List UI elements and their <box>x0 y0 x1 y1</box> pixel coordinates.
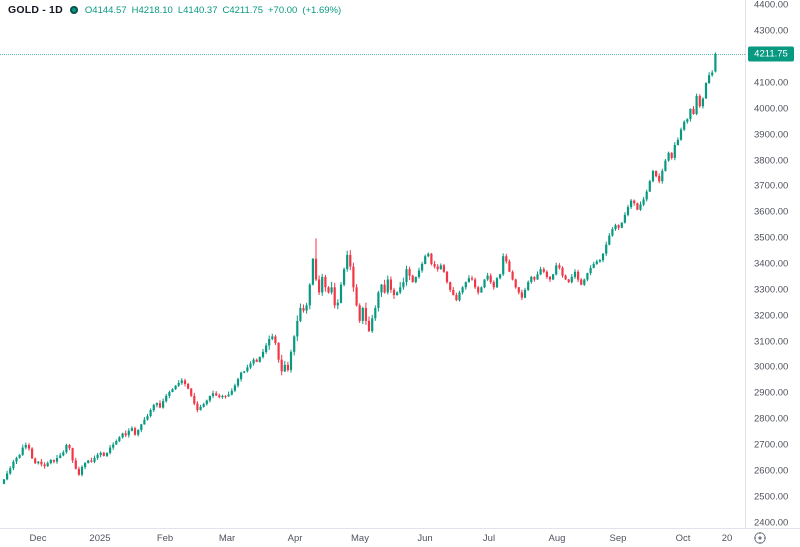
time-axis-label: Apr <box>287 533 303 544</box>
price-axis-label: 3300.00 <box>754 284 789 296</box>
price-axis-label: 3600.00 <box>754 206 789 218</box>
time-axis-label: Mar <box>218 533 236 544</box>
symbol-legend[interactable]: GOLD - 1D O4144.57 H4218.10 L4140.37 C42… <box>8 4 341 16</box>
ohlc-values: O4144.57 H4218.10 L4140.37 C4211.75 +70.… <box>85 5 341 16</box>
price-axis-label: 4100.00 <box>754 77 789 89</box>
ohlc-open: O4144.57 <box>85 5 127 16</box>
price-axis-label: 2900.00 <box>754 387 789 399</box>
price-axis-label: 3500.00 <box>754 232 789 244</box>
time-axis[interactable]: Dec 2025 Feb Mar Apr May Jun Jul Aug Sep Oct 20 <box>0 528 800 547</box>
time-axis-label: Aug <box>548 533 566 544</box>
price-axis[interactable]: 4211.75 4400.004300.004200.004100.004000… <box>745 0 800 528</box>
low-label: L <box>177 4 184 16</box>
open-label: O <box>84 4 93 16</box>
price-axis-label: 2700.00 <box>754 439 789 451</box>
ohlc-close: C4211.75 <box>222 5 263 16</box>
price-axis-label: 3800.00 <box>754 155 789 167</box>
price-axis-label: 4000.00 <box>754 103 789 115</box>
time-axis-label: Oct <box>675 533 691 544</box>
close-label: C <box>222 4 230 16</box>
price-axis-label: 2500.00 <box>754 491 789 503</box>
change-value: +70.00 <box>268 4 298 16</box>
ohlc-high: H4218.10 <box>132 5 173 16</box>
price-axis-label: 3100.00 <box>754 336 789 348</box>
change-percent: (+1.69%) <box>302 4 342 16</box>
close-value: 4211.75 <box>229 4 263 16</box>
price-axis-label: 2600.00 <box>754 465 789 477</box>
symbol-title[interactable]: GOLD - 1D <box>8 4 63 16</box>
time-axis-label: Jun <box>417 533 433 544</box>
price-axis-label: 2400.00 <box>754 517 789 529</box>
open-value: 4144.57 <box>92 4 127 16</box>
price-axis-label: 4300.00 <box>754 25 789 37</box>
price-axis-label: 3000.00 <box>754 361 789 373</box>
time-axis-label: Dec <box>29 533 47 544</box>
time-axis-label: May <box>351 533 369 544</box>
last-price-badge: 4211.75 <box>748 46 794 62</box>
market-status-icon[interactable] <box>69 6 78 14</box>
price-axis-label: 3400.00 <box>754 258 789 270</box>
high-value: 4218.10 <box>138 4 173 16</box>
candlestick-series <box>2 52 717 485</box>
time-axis-label: Jul <box>482 533 496 544</box>
time-axis-label: Feb <box>156 533 174 544</box>
price-axis-label: 3200.00 <box>754 310 789 322</box>
price-axis-label: 4400.00 <box>754 0 789 11</box>
candlestick-plot-area[interactable] <box>0 0 745 528</box>
time-axis-label: 20 <box>721 533 733 544</box>
low-value: 4140.37 <box>183 4 218 16</box>
high-label: H <box>131 4 139 16</box>
time-axis-label: Sep <box>609 533 627 544</box>
gear-icon[interactable] <box>753 531 767 545</box>
ohlc-low: L4140.37 <box>178 5 218 16</box>
last-price-line <box>0 54 745 56</box>
price-axis-label: 3900.00 <box>754 129 789 141</box>
price-axis-label: 2800.00 <box>754 413 789 425</box>
time-axis-label: 2025 <box>89 533 111 544</box>
price-axis-label: 3700.00 <box>754 180 789 192</box>
